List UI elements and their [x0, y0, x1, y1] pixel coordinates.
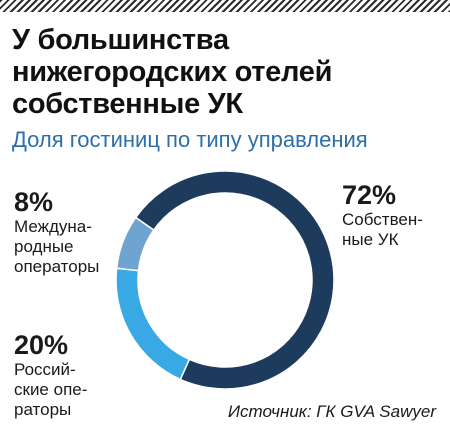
- slice-value-international-operators: 8%: [14, 187, 54, 217]
- slice-text-international-operators: Междуна- родные операторы: [14, 217, 100, 276]
- slice-russian-operators: [115, 267, 191, 381]
- slice-text-own-management: Собствен- ные УК: [342, 210, 423, 249]
- slice-label-own-management: 72% Собствен- ные УК: [342, 180, 423, 250]
- slice-value-russian-operators: 20%: [14, 330, 69, 360]
- slice-text-russian-operators: Россий- ские опе- раторы: [14, 360, 88, 419]
- chart-subtitle: Доля гостиниц по типу управления: [12, 127, 368, 152]
- source-note: Источник: ГК GVA Sawyer: [227, 402, 436, 421]
- chart-title: У большинства нижегородских отелей собст…: [12, 24, 333, 120]
- top-stripe-decoration: [0, 0, 450, 12]
- slice-label-international-operators: 8% Междуна- родные операторы: [14, 187, 99, 277]
- slice-value-own-management: 72%: [342, 180, 397, 210]
- slice-own-management: [134, 170, 335, 390]
- slice-label-russian-operators: 20% Россий- ские опе- раторы: [14, 330, 87, 420]
- slice-international-operators: [115, 216, 155, 272]
